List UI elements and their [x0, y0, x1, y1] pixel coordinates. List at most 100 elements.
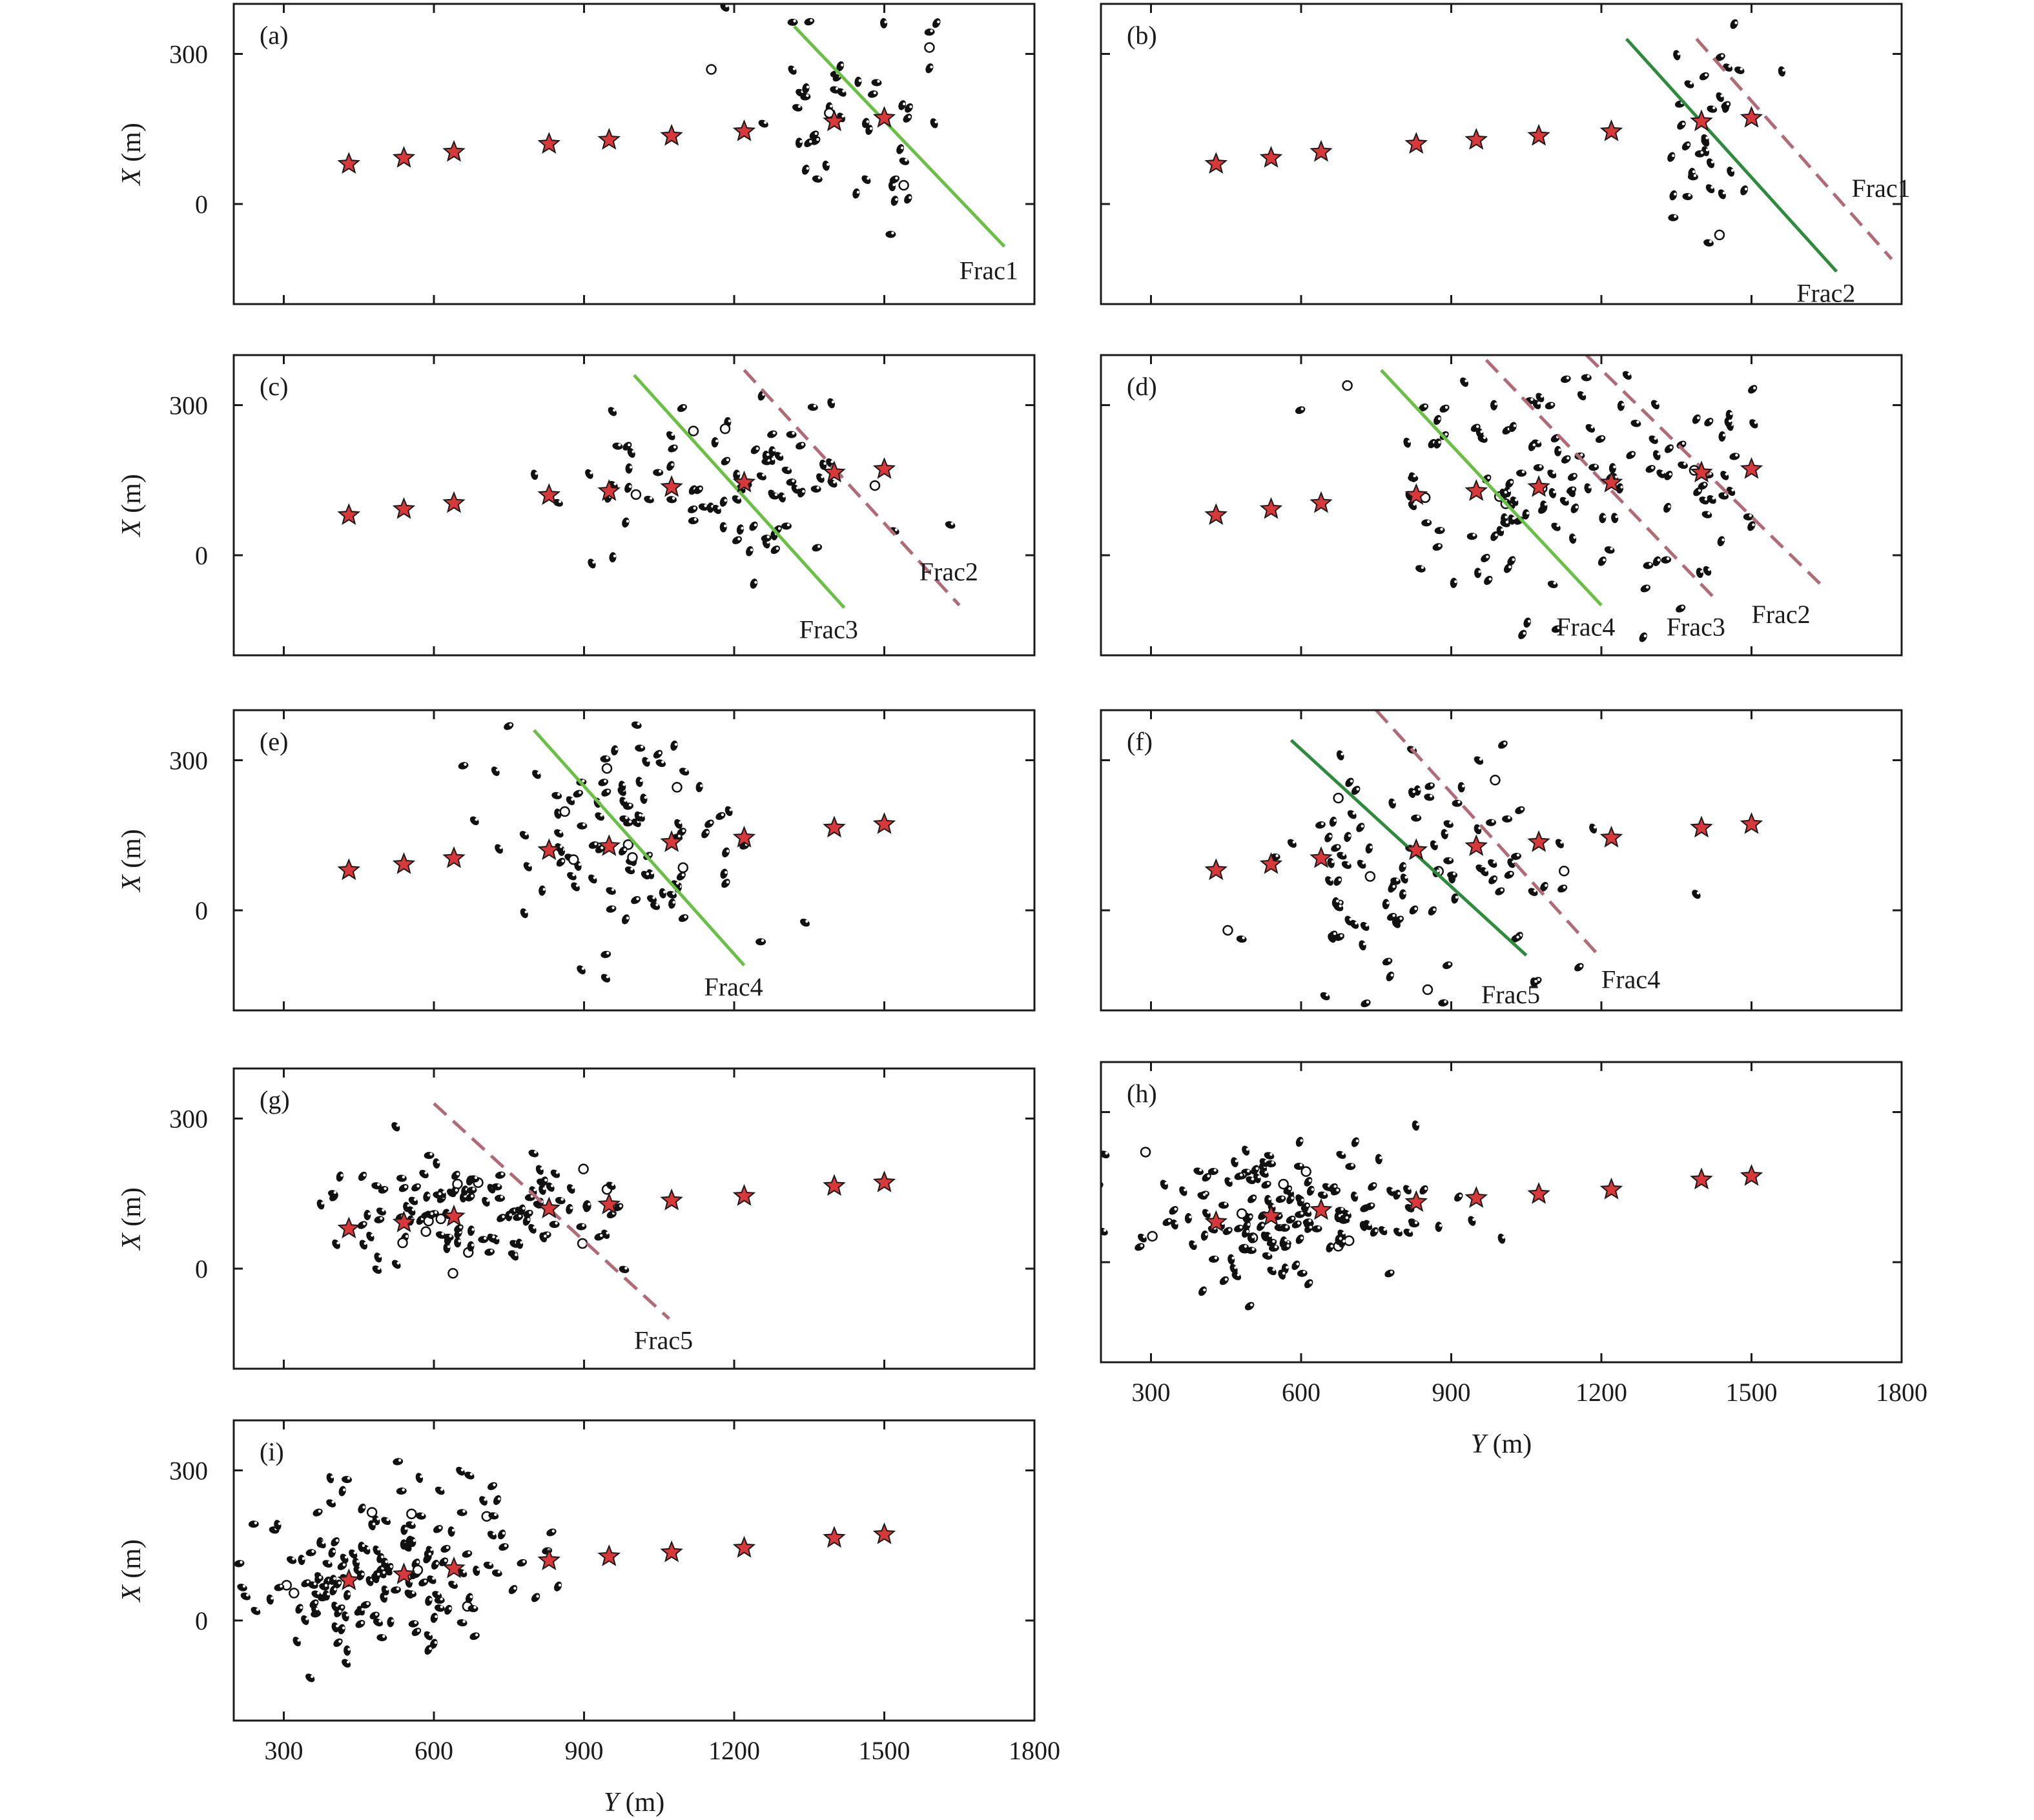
event-marker-highlight [333, 1549, 336, 1553]
event-marker-highlight [331, 1500, 334, 1504]
stage-star [537, 1196, 561, 1219]
event-marker-highlight [866, 120, 869, 123]
event-marker [601, 974, 610, 983]
event-marker [1140, 1147, 1151, 1158]
event-marker-highlight [604, 779, 607, 783]
event-marker-highlight [1255, 1167, 1259, 1171]
event-marker-highlight [1705, 73, 1708, 77]
event-marker-highlight [380, 1217, 383, 1220]
event-marker-highlight [377, 1548, 380, 1551]
event-marker-highlight [389, 1565, 393, 1568]
event-marker-highlight [571, 798, 574, 801]
event-marker [1368, 1182, 1377, 1191]
event-marker-highlight [557, 793, 560, 796]
event-marker [1748, 385, 1758, 394]
event-marker-highlight [582, 1223, 585, 1227]
event-marker [796, 442, 806, 450]
event-marker [1640, 584, 1650, 593]
event-marker [1486, 819, 1497, 826]
event-marker [588, 558, 596, 569]
event-marker-highlight [497, 1570, 500, 1573]
event-marker [305, 1549, 316, 1557]
event-marker [746, 546, 754, 557]
event-marker-highlight [1643, 634, 1647, 638]
event-marker-highlight [600, 813, 603, 817]
event-marker-highlight [428, 1552, 431, 1556]
event-marker-highlight [1579, 964, 1583, 968]
event-marker-highlight [1436, 869, 1440, 873]
event-marker [871, 79, 882, 87]
event-marker-highlight [555, 1222, 558, 1225]
event-marker-highlight [469, 1473, 473, 1476]
event-marker-highlight [724, 871, 728, 874]
event-marker [585, 469, 593, 479]
event-marker [1403, 1185, 1412, 1194]
stage-star [1599, 470, 1623, 493]
event-marker-highlight [1528, 620, 1531, 623]
event-marker-highlight [1306, 1203, 1310, 1207]
event-marker-highlight [683, 405, 686, 409]
event-marker-highlight [384, 1187, 387, 1191]
event-marker-highlight [594, 842, 597, 846]
event-marker-highlight [606, 975, 610, 979]
event-marker-highlight [560, 1198, 564, 1201]
event-marker [1411, 814, 1422, 822]
event-marker-highlight [726, 850, 730, 853]
stage-star [660, 475, 683, 497]
fracture-line-frac1 [1695, 37, 1893, 260]
event-marker-highlight [682, 829, 685, 832]
y-tick-label: 300 [169, 1105, 208, 1134]
event-marker-highlight [1403, 892, 1406, 895]
event-marker [1291, 334, 1303, 346]
stage-star [1740, 105, 1763, 128]
event-marker [1179, 1186, 1187, 1196]
event-marker-highlight [641, 745, 644, 749]
event-marker [1300, 1166, 1311, 1177]
event-marker-highlight [462, 1620, 466, 1623]
event-marker-highlight [1494, 402, 1497, 405]
event-marker [761, 535, 772, 542]
event-marker [756, 472, 766, 480]
x-tick-label: 1800 [1009, 1736, 1060, 1765]
event-marker [1684, 80, 1694, 88]
event-marker-highlight [1339, 1237, 1342, 1240]
event-marker-highlight [361, 1573, 364, 1576]
stage-star [660, 1188, 683, 1211]
event-marker-highlight [396, 1124, 399, 1127]
event-marker-highlight [1235, 1160, 1238, 1163]
event-marker-highlight [513, 1586, 517, 1590]
event-marker-highlight [1544, 502, 1548, 506]
event-marker-highlight [1512, 860, 1515, 864]
event-marker-highlight [469, 1595, 473, 1599]
panel-a: Frac1 300 0 X (m) (a) [117, 3, 1036, 305]
event-marker [1498, 740, 1508, 749]
event-marker [1468, 1216, 1476, 1226]
event-marker-highlight [831, 400, 835, 404]
stage-star [392, 1562, 416, 1584]
event-marker-highlight [1311, 1188, 1315, 1191]
event-marker [1378, 1226, 1388, 1236]
event-marker [852, 188, 860, 199]
event-marker-highlight [1615, 515, 1618, 518]
event-marker-highlight [1484, 868, 1488, 872]
event-marker-highlight [1274, 1245, 1278, 1249]
event-marker-highlight [1361, 824, 1364, 828]
panel-f: Frac5 Frac4 (f) [1100, 709, 1903, 1012]
event-marker-highlight [628, 443, 631, 447]
event-marker-highlight [411, 1522, 415, 1526]
event-marker-highlight [364, 1242, 367, 1245]
fracture-label-frac2: Frac2 [1796, 279, 1855, 308]
event-marker [336, 1171, 344, 1182]
event-marker-highlight [1587, 374, 1590, 378]
fracture-label-frac3: Frac3 [799, 615, 858, 644]
event-marker [1707, 158, 1715, 169]
event-marker-highlight [799, 140, 803, 143]
event-marker-highlight [377, 1573, 380, 1576]
event-marker [469, 816, 479, 826]
event-marker [1626, 451, 1636, 460]
event-marker-highlight [1251, 1177, 1255, 1181]
event-marker [750, 445, 760, 455]
event-marker-highlight [522, 1560, 526, 1563]
event-marker-highlight [380, 1555, 384, 1559]
event-marker-highlight [1573, 536, 1576, 539]
